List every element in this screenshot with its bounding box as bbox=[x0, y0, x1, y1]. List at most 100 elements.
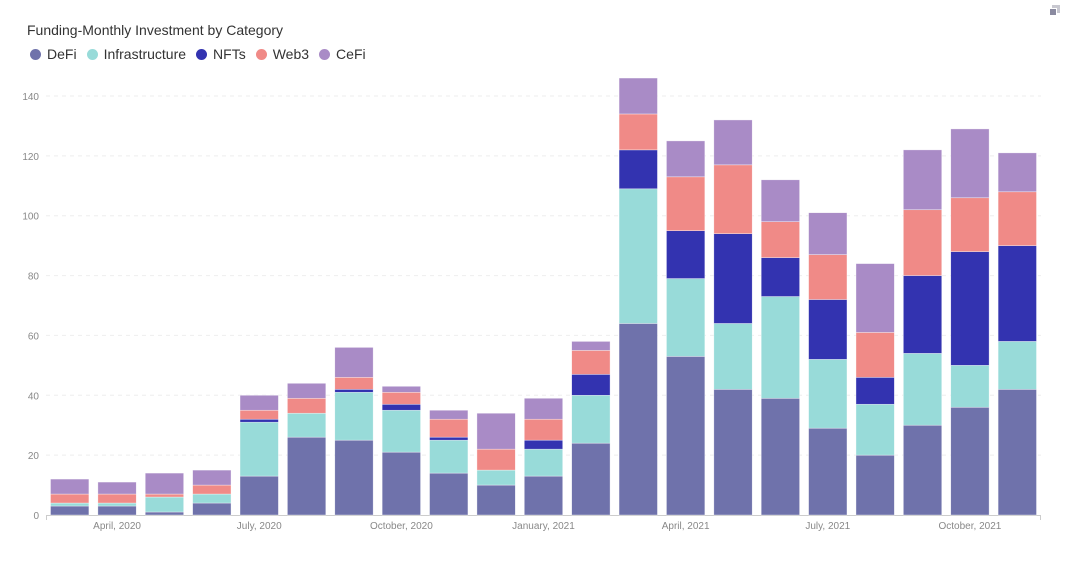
bar-segment-infrastructure bbox=[571, 394, 611, 444]
x-tick-label: April, 2021 bbox=[662, 521, 710, 532]
legend-label: Infrastructure bbox=[103, 46, 187, 62]
bar-segment-infrastructure bbox=[476, 469, 516, 486]
bar-segment-infrastructure bbox=[618, 188, 658, 324]
chart-legend: DeFi Infrastructure NFTs Web3 CeFi bbox=[30, 46, 376, 62]
bar-segment-infrastructure bbox=[950, 365, 990, 408]
bar-segment-cefi bbox=[618, 77, 658, 115]
bar-segment-defi bbox=[808, 427, 848, 516]
y-tick-label: 20 bbox=[28, 451, 40, 462]
bar-segment-web3 bbox=[524, 418, 563, 441]
bar-segment-nfts bbox=[855, 377, 895, 405]
bar-segment-web3 bbox=[903, 209, 943, 276]
bar-segment-cefi bbox=[381, 386, 421, 393]
legend-label: NFTs bbox=[213, 46, 246, 62]
legend-item-defi[interactable]: DeFi bbox=[30, 46, 77, 62]
bar-segment-cefi bbox=[144, 472, 184, 495]
legend-dot-icon bbox=[196, 48, 208, 60]
bar-segment-infrastructure bbox=[381, 409, 421, 453]
bar-segment-defi bbox=[429, 472, 469, 516]
x-tick-label: October, 2021 bbox=[939, 521, 1002, 532]
y-tick-label: 100 bbox=[22, 212, 39, 223]
bar-segment-web3 bbox=[381, 391, 421, 405]
bar-segment-web3 bbox=[713, 164, 753, 234]
bar-segment-web3 bbox=[618, 113, 658, 151]
bar-segment-infrastructure bbox=[50, 502, 90, 507]
bar-segment-infrastructure bbox=[997, 341, 1037, 390]
x-tick-label: July, 2021 bbox=[805, 521, 850, 532]
bar-segment-web3 bbox=[239, 409, 279, 420]
bar-segment-infrastructure bbox=[713, 323, 753, 390]
bar-segment-infrastructure bbox=[855, 403, 895, 456]
legend-item-nfts[interactable]: NFTs bbox=[196, 46, 246, 62]
chart-title: Funding-Monthly Investment by Category bbox=[27, 22, 284, 38]
bar-segment-defi bbox=[144, 511, 184, 516]
bar-segment-web3 bbox=[760, 221, 800, 258]
bar-segment-infrastructure bbox=[334, 391, 374, 441]
bar-segment-cefi bbox=[713, 119, 753, 166]
bar-segment-defi bbox=[713, 388, 753, 516]
legend-item-cefi[interactable]: CeFi bbox=[319, 46, 366, 62]
bar-segment-cefi bbox=[997, 152, 1037, 193]
bar-segment-infrastructure bbox=[808, 359, 848, 429]
bar-segment-nfts bbox=[760, 257, 800, 297]
legend-dot-icon bbox=[30, 48, 41, 60]
bar-segment-defi bbox=[903, 424, 943, 516]
bar-segment-nfts bbox=[808, 299, 848, 360]
y-tick-label: 60 bbox=[28, 331, 40, 342]
bar-segment-web3 bbox=[50, 493, 90, 504]
bar-segment-cefi bbox=[476, 412, 516, 450]
bar-segment-cefi bbox=[666, 140, 706, 178]
bar-segment-web3 bbox=[97, 493, 137, 504]
bar-segment-cefi bbox=[429, 409, 469, 420]
bar-segment-infrastructure bbox=[760, 296, 800, 399]
bar-segment-cefi bbox=[571, 341, 611, 351]
bar-segment-web3 bbox=[855, 332, 895, 378]
bar-segment-cefi bbox=[524, 397, 563, 420]
x-tick-label: July, 2020 bbox=[237, 521, 282, 532]
bar-segment-web3 bbox=[476, 448, 516, 471]
bar-segment-nfts bbox=[524, 439, 563, 450]
bar-segment-cefi bbox=[334, 347, 374, 378]
legend-dot-icon bbox=[255, 48, 267, 60]
x-tick-label: October, 2020 bbox=[370, 521, 433, 532]
legend-dot-icon bbox=[86, 48, 98, 60]
bar-segment-defi bbox=[50, 505, 90, 516]
bar-segment-defi bbox=[476, 484, 516, 516]
legend-item-infrastructure[interactable]: Infrastructure bbox=[86, 46, 187, 62]
y-tick-label: 0 bbox=[33, 511, 39, 522]
bar-segment-web3 bbox=[429, 418, 469, 438]
legend-dot-icon bbox=[319, 48, 331, 60]
bar-segment-defi bbox=[381, 451, 421, 516]
bar-segment-infrastructure bbox=[144, 496, 184, 513]
y-tick-label: 80 bbox=[28, 272, 40, 283]
y-tick-label: 120 bbox=[22, 152, 39, 163]
bar-segment-defi bbox=[950, 406, 990, 516]
bar-segment-infrastructure bbox=[524, 448, 563, 477]
bar-segment-infrastructure bbox=[666, 278, 706, 357]
legend-label: CeFi bbox=[336, 46, 366, 62]
bar-segment-infrastructure bbox=[192, 493, 232, 504]
bar-segment-infrastructure bbox=[903, 353, 943, 426]
copy-icon[interactable] bbox=[1049, 5, 1061, 17]
bar-segment-nfts bbox=[239, 418, 279, 423]
bar-segment-nfts bbox=[903, 275, 943, 354]
bar-segment-web3 bbox=[571, 350, 611, 375]
bar-segment-nfts bbox=[429, 436, 469, 441]
bar-segment-cefi bbox=[855, 263, 895, 333]
bar-segment-defi bbox=[97, 505, 137, 516]
bar-segment-defi bbox=[618, 323, 658, 516]
bar-segment-nfts bbox=[666, 230, 706, 279]
bar-segment-cefi bbox=[97, 481, 137, 495]
legend-label: DeFi bbox=[47, 46, 77, 62]
bar-segment-web3 bbox=[334, 377, 374, 390]
bar-segment-nfts bbox=[997, 245, 1037, 342]
bar-segment-nfts bbox=[381, 403, 421, 411]
bar-segment-infrastructure bbox=[287, 412, 327, 438]
bar-segment-web3 bbox=[950, 197, 990, 252]
legend-item-web3[interactable]: Web3 bbox=[255, 46, 309, 62]
bar-segment-infrastructure bbox=[239, 421, 279, 477]
bar-segment-web3 bbox=[666, 176, 706, 231]
bar-segment-nfts bbox=[950, 251, 990, 366]
bar-segment-defi bbox=[192, 502, 232, 516]
bar-segment-infrastructure bbox=[429, 439, 469, 474]
